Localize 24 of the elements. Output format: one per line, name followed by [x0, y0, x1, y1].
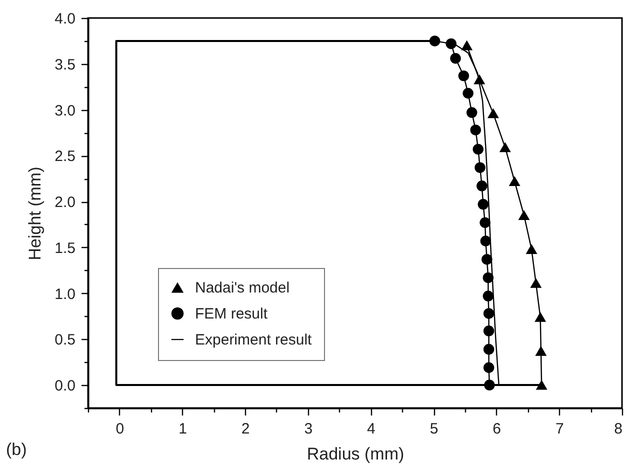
x-tick-label: 6 — [492, 420, 502, 438]
x-tick-label: 3 — [304, 420, 313, 438]
y-axis-title: Height (mm) — [26, 166, 45, 260]
x-tick-label: 8 — [614, 420, 622, 438]
x-tick-label: 7 — [556, 420, 564, 438]
x-tick-label: 1 — [178, 420, 187, 438]
legend-label: Nadai's model — [195, 280, 290, 296]
y-tick-label: 2.0 — [54, 194, 76, 212]
y-tick-label: 1.0 — [54, 286, 76, 303]
y-tick-label: 3.0 — [54, 102, 76, 120]
x-axis-title: Radius (mm) — [306, 444, 404, 464]
x-tick-label: 4 — [367, 420, 376, 438]
legend-label: FEM result — [195, 306, 268, 322]
y-tick-label: 4.0 — [54, 10, 76, 28]
x-tick-label: 0 — [116, 420, 124, 438]
x-tick-label: 5 — [430, 420, 438, 438]
text: (b) — [6, 440, 27, 460]
y-tick-label: 0.0 — [54, 378, 76, 395]
legend-label: Experiment result — [195, 332, 313, 348]
y-tick-label: 1.5 — [54, 240, 76, 257]
y-tick-label: 0.5 — [54, 332, 76, 349]
y-tick-label: 2.5 — [54, 148, 76, 166]
x-tick-label: 2 — [241, 420, 250, 438]
y-tick-label: 3.5 — [54, 56, 76, 74]
